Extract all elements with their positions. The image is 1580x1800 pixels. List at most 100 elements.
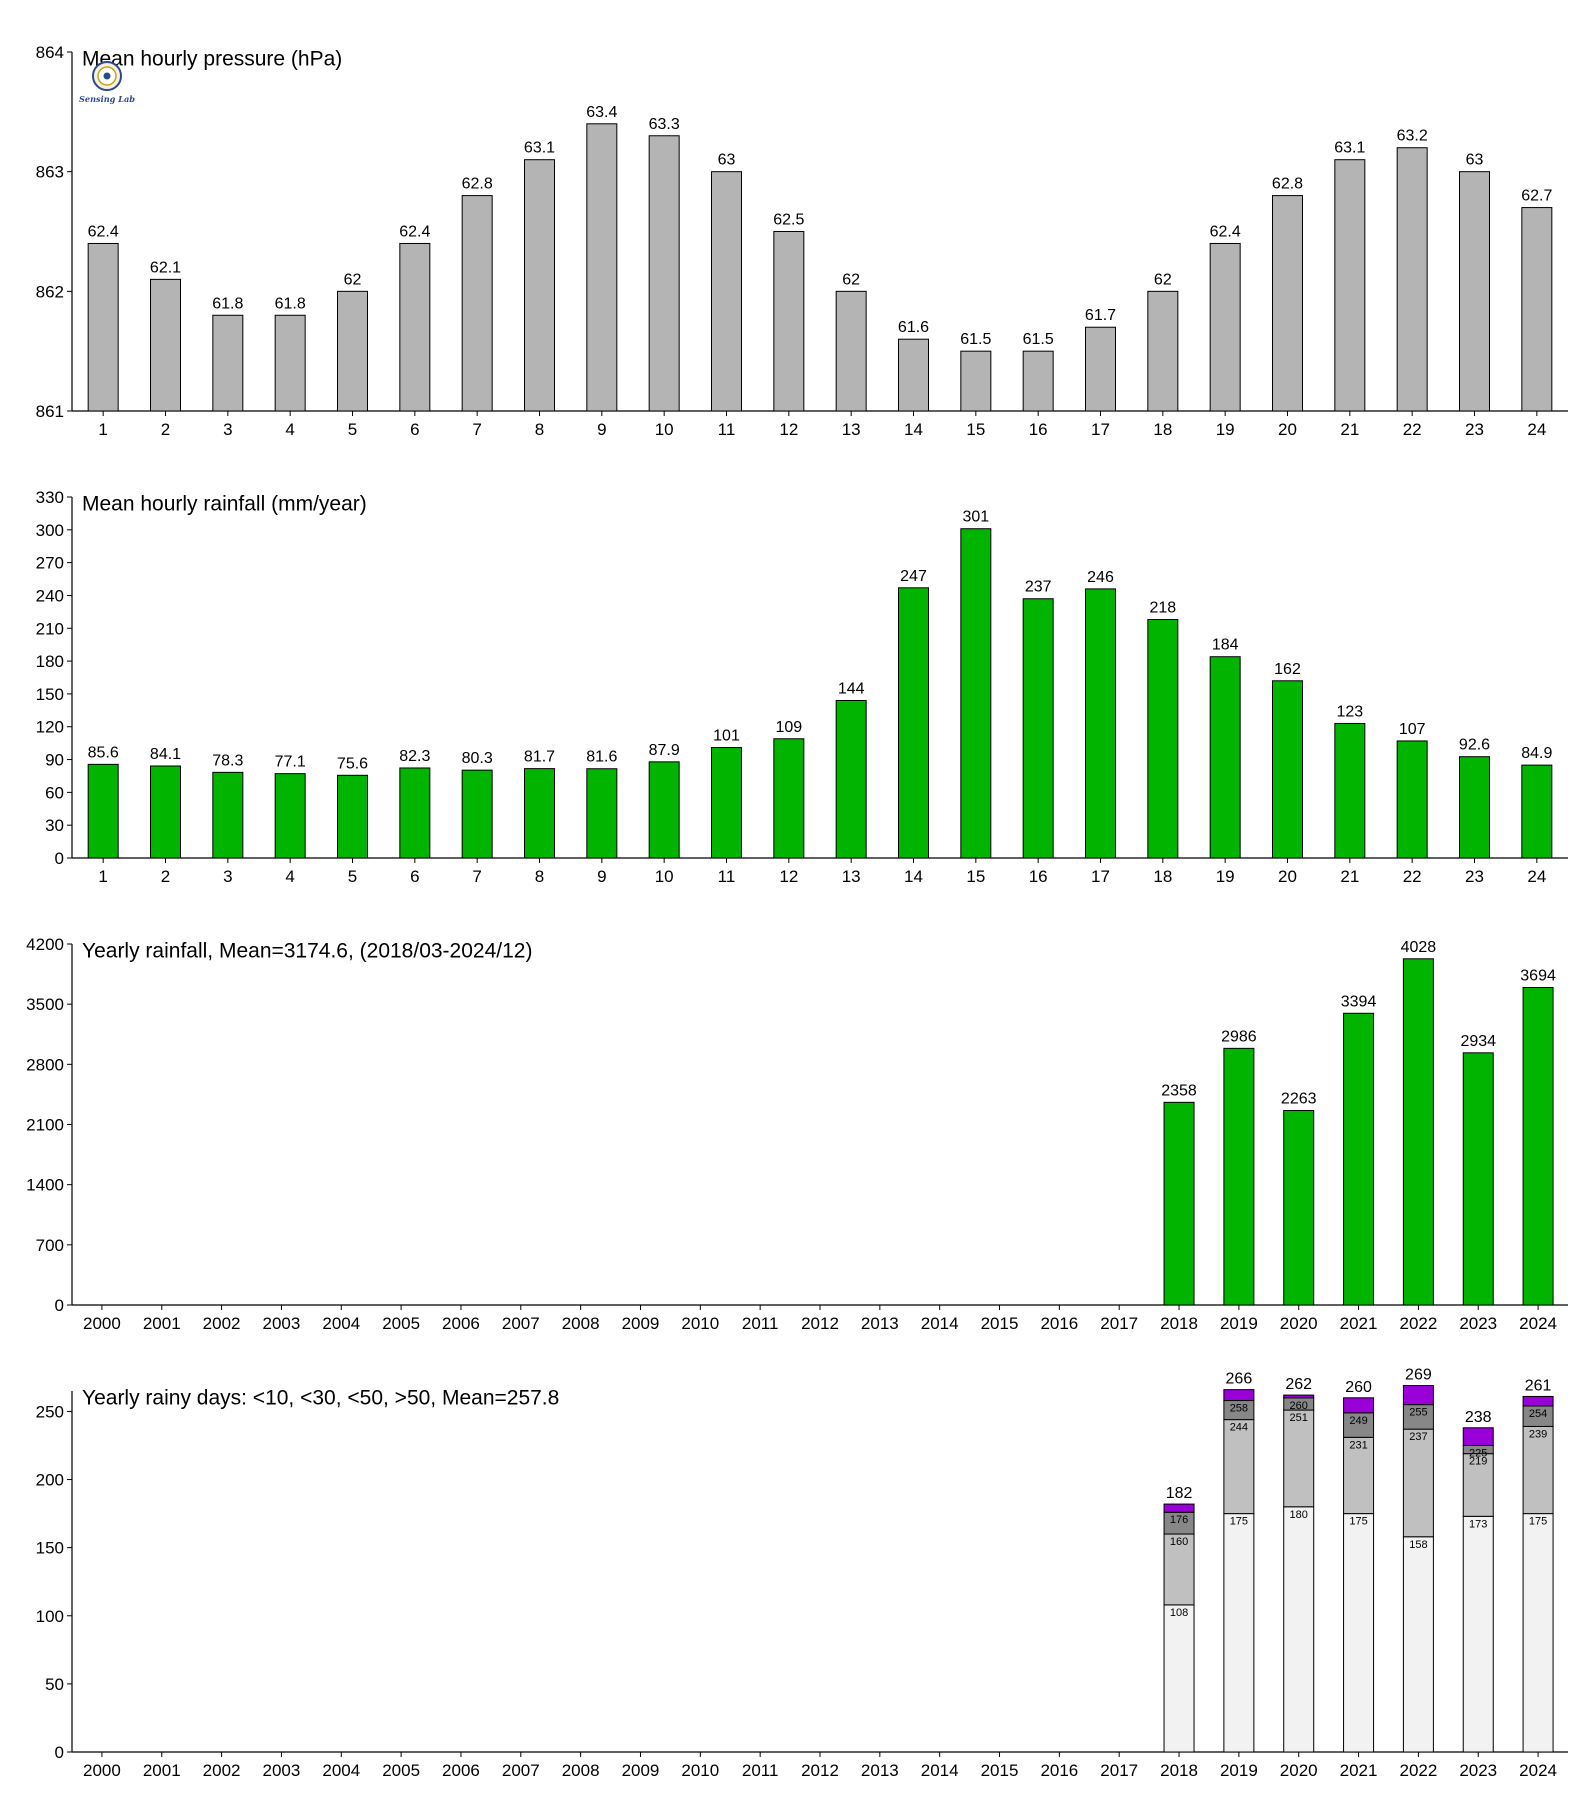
- x-tick-label: 21: [1340, 867, 1359, 886]
- bar: [461, 769, 493, 859]
- chart-title: Yearly rainy days: <10, <30, <50, >50, M…: [82, 1386, 559, 1409]
- x-tick-label: 2010: [681, 1314, 719, 1333]
- bar: [1163, 1101, 1195, 1306]
- bar: [1147, 619, 1179, 859]
- y-tick-label: 0: [55, 1296, 64, 1315]
- y-tick-label: 250: [36, 1402, 64, 1421]
- x-tick-label: 1: [98, 867, 107, 886]
- y-tick-label: 0: [55, 849, 64, 868]
- stack-value-label: 260: [1290, 1400, 1308, 1412]
- x-tick-label: 2004: [322, 1761, 360, 1780]
- bar-value-label: 62.4: [1210, 223, 1241, 240]
- bar-value-label: 184: [1212, 637, 1239, 654]
- x-tick-label: 2023: [1459, 1761, 1497, 1780]
- x-tick-label: 2019: [1220, 1314, 1258, 1333]
- stack-segment-lt50: [1402, 1404, 1434, 1430]
- x-tick-label: 21: [1340, 420, 1359, 439]
- bar-value-label: 80.3: [462, 750, 493, 767]
- bar-value-label: 162: [1274, 661, 1301, 678]
- x-tick-label: 18: [1153, 867, 1172, 886]
- stack-segment-gt50: [1163, 1503, 1195, 1513]
- x-tick-label: 2006: [442, 1761, 480, 1780]
- bar: [1283, 1109, 1315, 1306]
- bar-value-label: 77.1: [275, 754, 306, 771]
- x-tick-label: 10: [655, 420, 674, 439]
- y-tick-label: 60: [45, 783, 64, 802]
- bar-value-label: 61.7: [1085, 307, 1116, 324]
- bar: [835, 290, 867, 412]
- bar-value-label: 62: [842, 271, 860, 288]
- chart-panel-4: 0 50 100 150 200 250 2000 2001 2002 2003 2004 2005 2…: [36, 1367, 1568, 1780]
- bar: [586, 768, 618, 859]
- bar-value-label: 246: [1087, 569, 1114, 586]
- bar-value-label: 85.6: [88, 744, 119, 761]
- x-tick-label: 11: [718, 867, 736, 886]
- x-tick-label: 2019: [1220, 1761, 1258, 1780]
- stack-segment-gt50: [1343, 1397, 1375, 1414]
- chart-title: Mean hourly pressure (hPa): [82, 47, 342, 70]
- bar-value-label: 61.8: [212, 295, 243, 312]
- bar: [586, 123, 618, 412]
- stack-value-label: 231: [1349, 1439, 1367, 1451]
- y-tick-label: 30: [45, 816, 64, 835]
- stack-value-label: 173: [1469, 1518, 1487, 1530]
- bar: [711, 747, 742, 859]
- bar: [1147, 290, 1179, 412]
- x-tick-label: 2016: [1040, 1761, 1078, 1780]
- x-tick-label: 2012: [801, 1761, 839, 1780]
- x-tick-label: 24: [1527, 867, 1546, 886]
- bar-value-label: 84.9: [1521, 745, 1552, 762]
- bar-value-label: 75.6: [337, 755, 368, 772]
- x-tick-label: 2007: [502, 1761, 540, 1780]
- bar-value-label: 62.1: [150, 259, 181, 276]
- bar-value-label: 62.8: [1272, 176, 1303, 193]
- x-tick-label: 2002: [203, 1314, 241, 1333]
- x-tick-label: 5: [348, 867, 357, 886]
- y-tick-label: 240: [36, 586, 64, 605]
- bar-value-label: 81.6: [586, 749, 617, 766]
- stack-value-label: 175: [1349, 1516, 1367, 1528]
- x-tick-label: 2022: [1399, 1314, 1437, 1333]
- bar-value-label: 123: [1336, 703, 1363, 720]
- x-tick-label: 2013: [861, 1314, 899, 1333]
- bar-value-label: 63.1: [524, 140, 555, 157]
- bar-value-label: 81.7: [524, 749, 555, 766]
- x-tick-label: 2012: [801, 1314, 839, 1333]
- x-tick-label: 12: [779, 867, 798, 886]
- x-tick-label: 11: [718, 420, 736, 439]
- x-tick-label: 23: [1465, 867, 1484, 886]
- stack-value-label: 239: [1529, 1428, 1547, 1440]
- bar-value-label: 82.3: [399, 748, 430, 765]
- x-tick-label: 20: [1278, 420, 1297, 439]
- bar: [773, 738, 805, 859]
- x-tick-label: 2001: [143, 1314, 181, 1333]
- x-tick-label: 2024: [1519, 1761, 1557, 1780]
- seal-logo-icon: Sensing Lab: [79, 61, 135, 105]
- bar-total-label: 261: [1525, 1377, 1552, 1394]
- bar: [87, 242, 119, 412]
- bar-value-label: 61.6: [898, 319, 929, 336]
- bar-value-label: 109: [775, 719, 802, 736]
- stack-value-label: 176: [1170, 1514, 1188, 1526]
- bar: [274, 314, 306, 412]
- stack-segment-lt10: [1343, 1513, 1375, 1753]
- y-tick-label: 0: [55, 1743, 64, 1762]
- bar-value-label: 62: [344, 271, 362, 288]
- bar: [711, 171, 742, 412]
- bar-value-label: 62.7: [1521, 188, 1552, 205]
- y-tick-label: 3500: [26, 995, 64, 1014]
- y-tick-label: 864: [36, 43, 64, 62]
- bar: [835, 699, 867, 859]
- x-tick-label: 2018: [1160, 1761, 1198, 1780]
- stack-value-label: 175: [1230, 1516, 1248, 1528]
- bar: [1462, 1052, 1494, 1306]
- x-tick-label: 24: [1527, 420, 1546, 439]
- stack-segment-lt10: [1283, 1506, 1315, 1753]
- y-tick-label: 330: [36, 488, 64, 507]
- seal-center: [103, 72, 111, 80]
- y-tick-label: 150: [36, 1539, 64, 1558]
- stack-segment-lt30: [1343, 1436, 1375, 1515]
- x-tick-label: 2022: [1399, 1761, 1437, 1780]
- logo-wordmark: Sensing Lab: [79, 95, 135, 105]
